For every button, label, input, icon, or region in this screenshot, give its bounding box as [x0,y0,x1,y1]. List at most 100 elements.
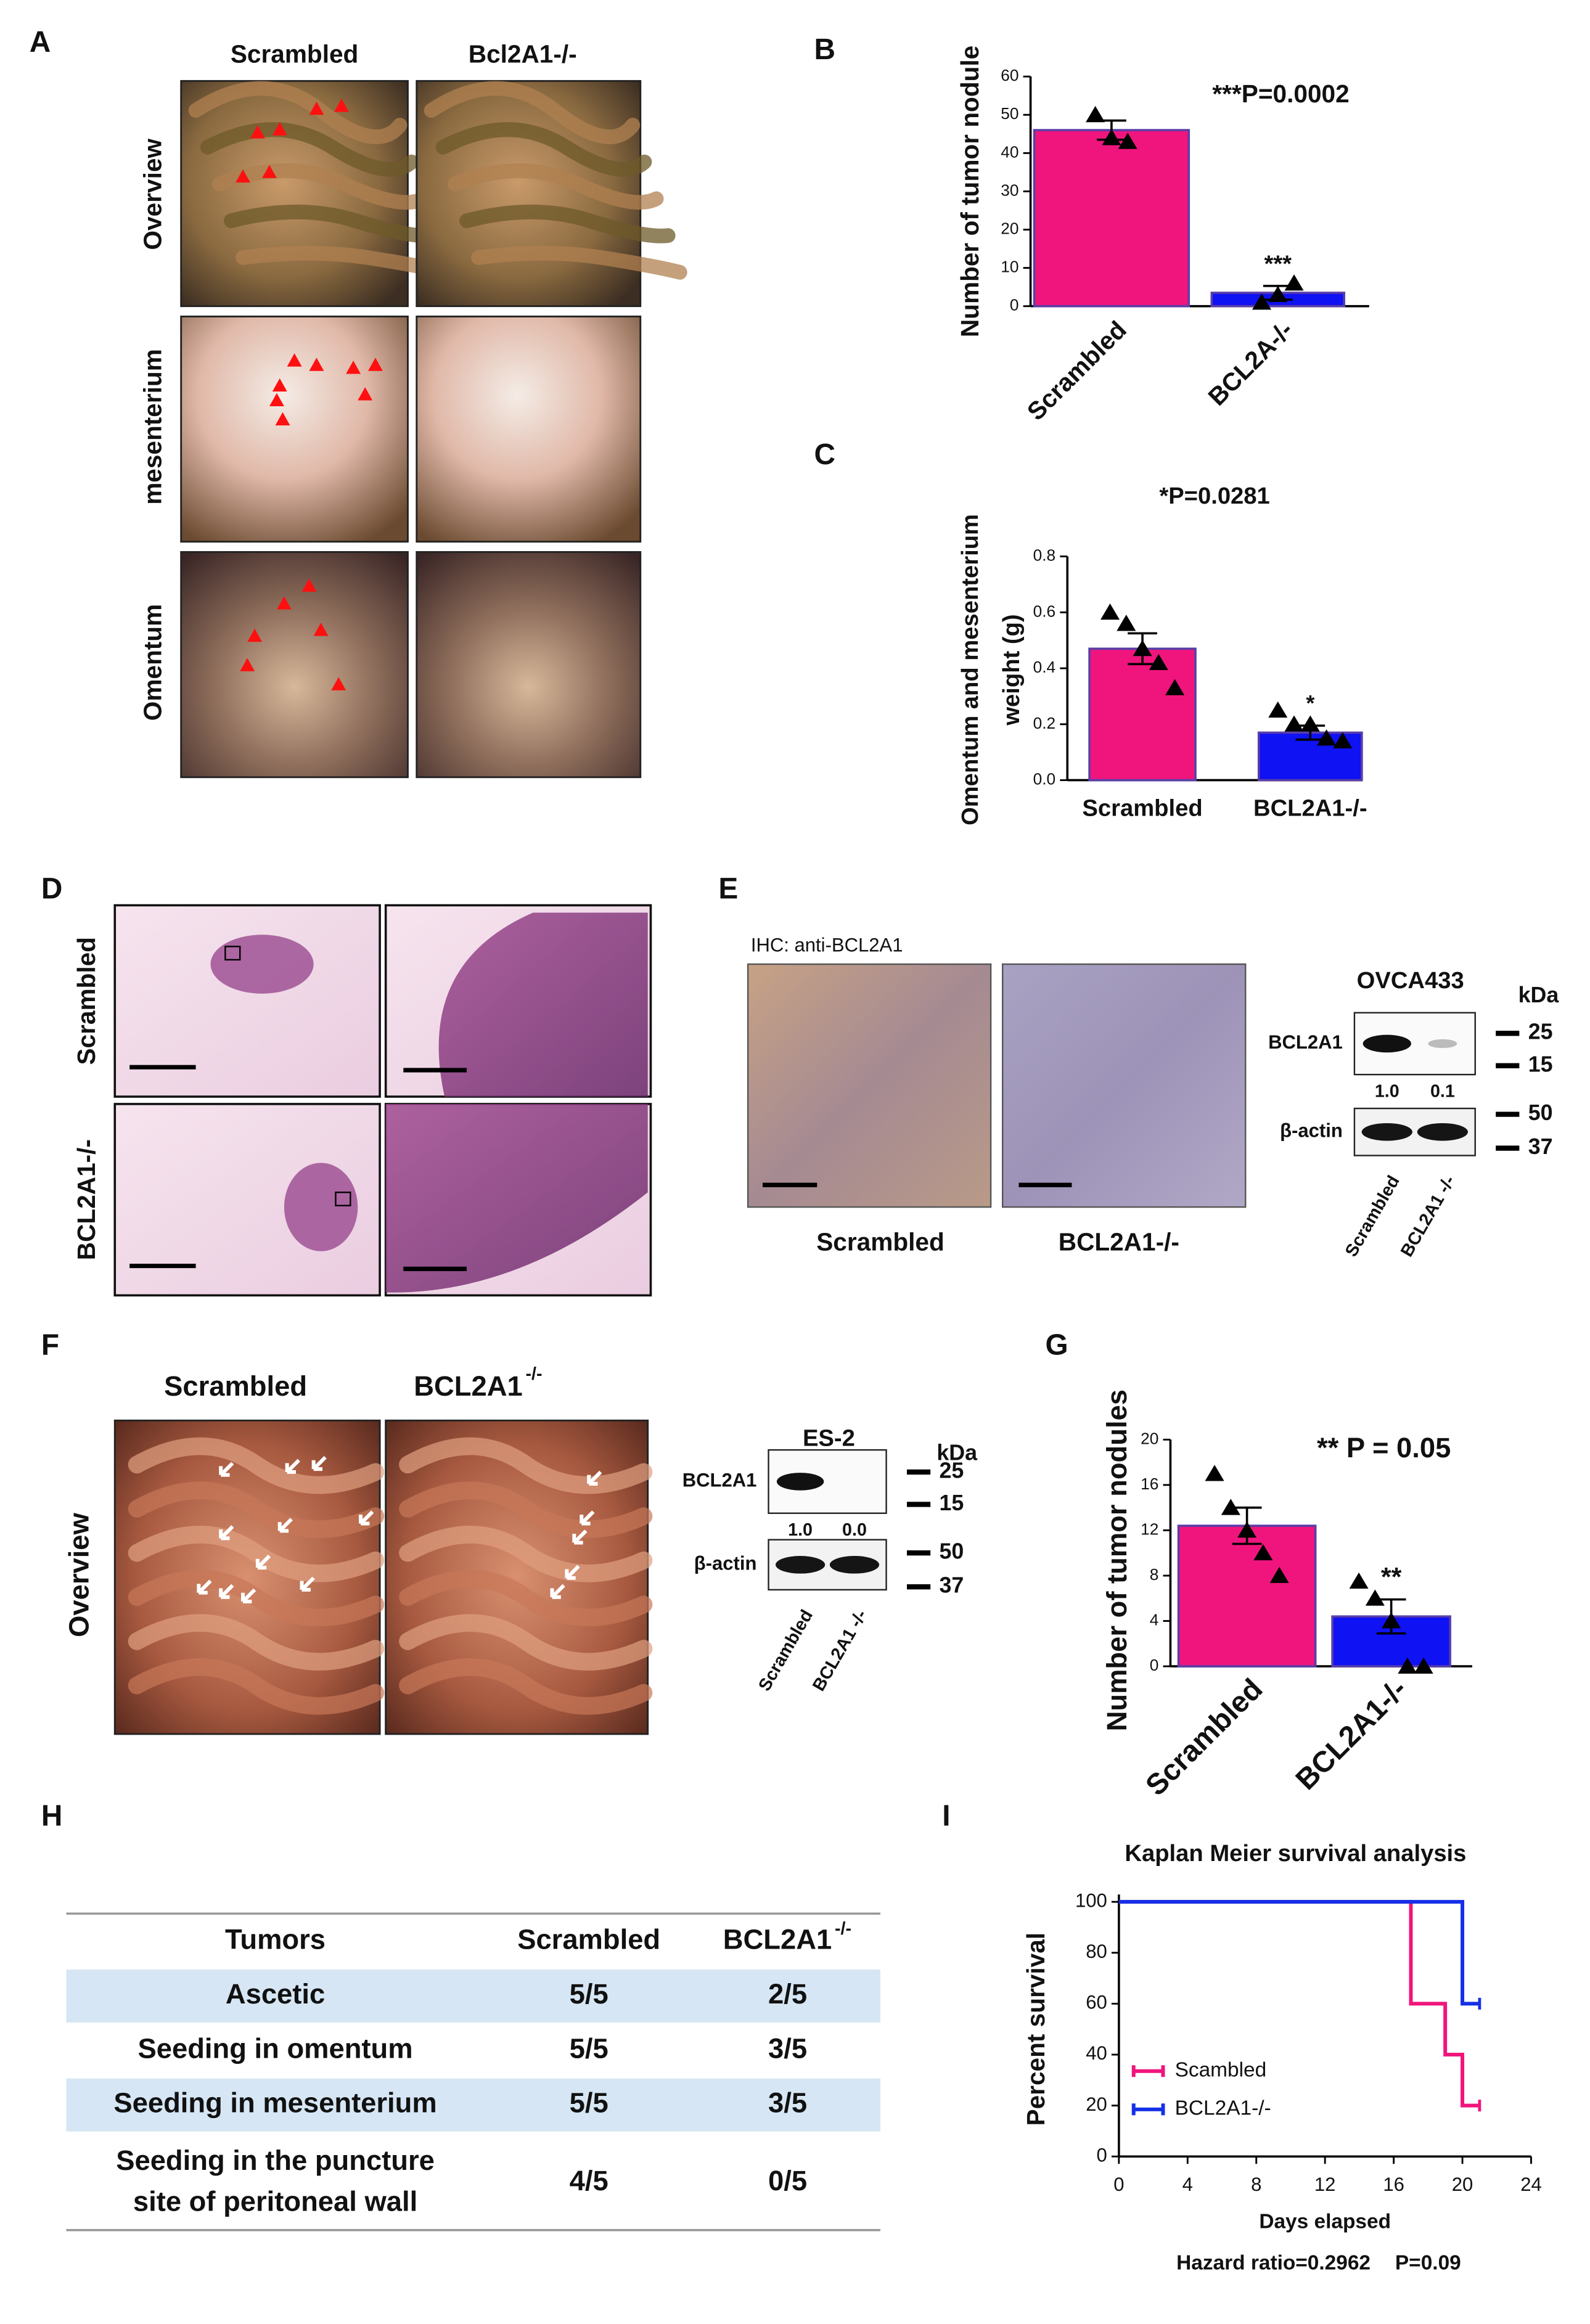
row-shade [66,1969,881,2023]
arrowhead [250,125,265,139]
significance-label: * [1306,691,1314,716]
blot-band [775,1555,826,1574]
arrowhead [272,122,287,136]
y-tick-label: 0.4 [1033,658,1056,676]
y-axis-label: Number of tumor nodules [1101,1389,1133,1731]
data-point [1117,615,1136,631]
footnote: P=0.09 [1395,2251,1461,2274]
arrow [580,1510,595,1526]
x-tick-label: BCL2A1-/- [1253,795,1367,821]
data-point [1221,1499,1240,1515]
data-point [1086,105,1105,123]
marker-label: 37 [1528,1134,1553,1159]
marker-label: 15 [940,1491,964,1515]
column-label: Scrambled [164,1370,307,1402]
bar [1088,647,1197,782]
column-label: Scrambled [231,39,359,68]
y-tick-label: 20 [1141,1429,1158,1447]
data-point [1102,129,1121,145]
x-tick-label: 20 [1452,2174,1473,2195]
panel-letter: H [41,1800,62,1833]
table-header-superscript: -/- [835,1919,851,1939]
table-cell: Seeding in the puncture [116,2145,435,2176]
panel-letter: D [41,872,62,905]
intestine-loop [459,204,676,243]
y-tick-label: 0 [1010,296,1019,314]
x-tick-label: 24 [1520,2174,1542,2195]
blot-unit: kDa [1518,983,1560,1007]
blot-unit: kDa [936,1441,978,1465]
y-tick-label: 0.8 [1033,546,1056,565]
panel-letter: I [942,1800,950,1833]
y-tick-label: 4 [1150,1610,1159,1629]
arrow [550,1584,565,1599]
data-point [1269,1566,1289,1583]
bar [1033,129,1190,308]
intestine-loop [128,1614,385,1671]
table-cell: site of peritoneal wall [133,2186,417,2217]
panel-letter: C [814,438,835,471]
arrowhead [313,623,329,636]
arrowhead [262,165,277,178]
blot-band [1363,1034,1411,1053]
marker-label: 50 [1528,1100,1553,1125]
y-tick-label: 60 [1086,1992,1107,2013]
row-label: Overview [138,139,166,250]
intestine-loop [399,1526,653,1582]
table-cell: 0/5 [768,2165,807,2196]
table-cell: Seeding in mesenterium [113,2087,436,2119]
y-tick-label: 20 [1086,2093,1107,2115]
arrowhead [346,361,361,374]
significance-label: ** [1381,1563,1402,1592]
table-cell: 4/5 [570,2165,609,2196]
data-point [1382,1612,1401,1629]
table-cell: 3/5 [768,2032,807,2064]
data-point [1268,701,1288,718]
column-label: Bcl2A1-/- [469,39,577,68]
x-axis-label: Days elapsed [1259,2211,1391,2233]
intestine-loop [399,1437,653,1494]
x-tick-label: 0 [1113,2174,1124,2195]
stain-label: IHC: anti-BCL2A1 [751,935,903,956]
row-label: mesenterium [138,349,166,505]
table-header: BCL2A1 [723,1924,832,1955]
intestine-loop [399,1658,653,1715]
blot-row-label: BCL2A1 [1268,1031,1343,1053]
arrowhead [367,358,383,371]
ihc-image [1002,963,1247,1208]
column-superscript: -/- [526,1364,543,1384]
arrowhead [247,628,263,642]
arrow [219,1462,234,1477]
y-tick-label: 16 [1141,1475,1158,1493]
arrowhead [240,658,255,671]
arrowhead [276,596,292,610]
y-axis-label: weight (g) [998,614,1025,726]
column-label: Scrambled [816,1227,945,1256]
y-tick-label: 40 [1086,2042,1107,2064]
arrow [219,1525,234,1540]
y-tick-label: 8 [1150,1565,1159,1584]
intestine-loop [128,1526,385,1582]
y-axis-label: Percent survival [1022,1933,1050,2126]
y-tick-label: 0.0 [1033,770,1056,788]
blot-band [1361,1123,1412,1141]
footnote: Hazard ratio=0.2962 [1176,2251,1371,2274]
arrow [300,1576,315,1592]
arrow [197,1579,212,1595]
survival-line [1118,1900,1480,2006]
data-point [1365,1589,1385,1606]
marker-label: 25 [940,1458,964,1483]
arrow [572,1529,588,1545]
y-tick-label: 0 [1150,1656,1159,1674]
blot-row-label: β-actin [694,1553,757,1574]
y-tick-label: 20 [1001,219,1018,237]
column-label: BCL2A1-/- [1059,1227,1179,1256]
data-point [1284,274,1304,291]
blot-row-label: β-actin [1280,1119,1343,1141]
intestine-loop [200,122,419,177]
data-point [1398,1657,1417,1674]
legend-label: BCL2A1-/- [1175,2097,1271,2120]
x-tick-label: 12 [1314,2174,1336,2195]
panel-letter: A [30,26,51,59]
row-label: Overview [63,1512,94,1637]
